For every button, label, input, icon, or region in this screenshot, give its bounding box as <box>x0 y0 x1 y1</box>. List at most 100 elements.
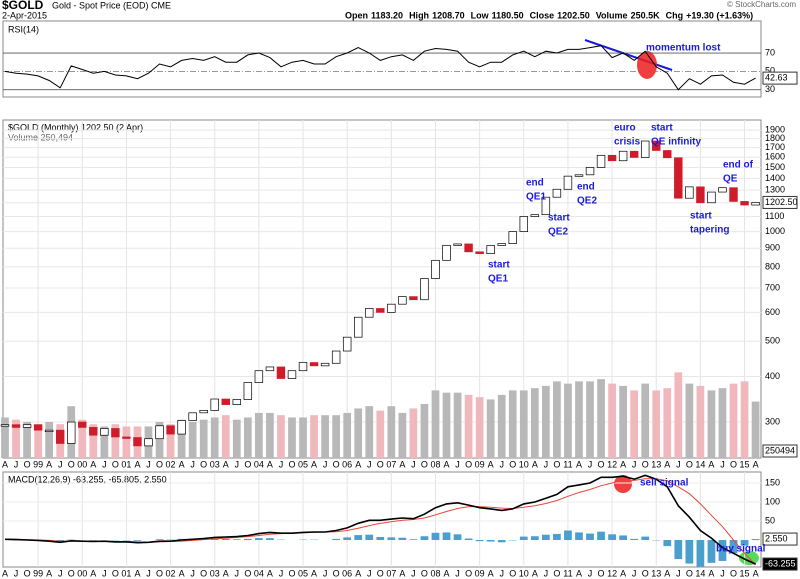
price-bar <box>287 370 297 379</box>
volume-bar <box>255 412 263 458</box>
x-tick-label: O <box>333 459 340 469</box>
y-tick-label: 900 <box>765 243 780 253</box>
histogram-bar <box>365 534 374 541</box>
volume-bar <box>310 415 318 458</box>
x-tick-label: 09 <box>475 459 485 469</box>
x-tick-label: O <box>730 459 737 469</box>
histogram-bar <box>519 536 528 541</box>
price-bar <box>541 196 551 216</box>
quote-value: +19.30 (+1.63%) <box>686 10 753 20</box>
histogram-bar <box>597 531 605 541</box>
price-bar <box>398 296 407 305</box>
volume-bar <box>707 390 716 458</box>
rsi-legend: RSI(14) <box>8 24 39 34</box>
volume-bar <box>586 381 594 458</box>
x-tick-label: 99 <box>33 568 43 578</box>
rsi-panel <box>2 20 762 98</box>
price-bar <box>442 244 451 261</box>
x-tick-label: A <box>46 459 52 469</box>
x-tick-label: J <box>190 568 195 578</box>
macd-legend: MACD(12,26,9) -63.255, -65.805, 2.550 <box>8 474 167 484</box>
x-tick-label: 07 <box>386 568 396 578</box>
date: 2-Apr-2015 <box>2 10 47 20</box>
y-tick-label: 300 <box>765 416 780 426</box>
x-tick-label: A <box>576 459 582 469</box>
annotation: QE2 <box>577 196 597 207</box>
y-tick-label: 1100 <box>765 211 784 221</box>
histogram-bar <box>255 538 263 541</box>
volume-legend: Volume 250,494 <box>8 132 73 142</box>
x-tick-label: J <box>411 568 416 578</box>
price-bar <box>22 424 32 428</box>
x-tick-label: 06 <box>342 459 352 469</box>
x-tick-label: A <box>664 459 670 469</box>
quote-value: 250.5K <box>631 10 661 20</box>
box <box>762 532 798 546</box>
x-tick-label: O <box>377 568 384 578</box>
annotation: QE infinity <box>651 137 701 148</box>
price-bar <box>585 167 595 176</box>
price-bar <box>0 424 10 427</box>
price-bar <box>552 188 562 198</box>
x-tick-label: A <box>46 568 52 578</box>
x-tick-label: O <box>465 459 472 469</box>
x-tick-label: A <box>179 459 185 469</box>
annotation: end <box>526 178 544 189</box>
x-tick-label: 10 <box>519 568 529 578</box>
x-tick-label: A <box>355 459 361 469</box>
x-tick-label: 13 <box>651 568 661 578</box>
volume-bar <box>729 383 738 458</box>
price-bar <box>453 243 462 246</box>
histogram-bar <box>133 540 142 541</box>
x-tick-label: J <box>235 459 240 469</box>
annotation: momentum lost <box>646 43 721 54</box>
volume-bar <box>630 390 639 458</box>
volume-bar <box>376 410 385 458</box>
volume-bar <box>508 390 517 458</box>
x-tick-label: O <box>156 459 163 469</box>
volume-bar <box>232 419 241 458</box>
histogram-bar <box>586 533 594 541</box>
volume-bar <box>431 390 440 458</box>
x-tick-label: O <box>509 459 516 469</box>
x-tick-label: J <box>632 459 637 469</box>
volume-bar <box>166 424 175 458</box>
histogram-bar <box>431 532 440 541</box>
volume-bar <box>89 424 98 458</box>
quote-label: Close <box>530 10 555 20</box>
macd-panel <box>2 471 762 568</box>
x-tick-label: 02 <box>166 568 176 578</box>
price-bar <box>674 157 683 199</box>
y-tick-label: 70 <box>765 47 775 57</box>
volume-bar <box>740 381 749 458</box>
histogram-bar <box>475 540 484 542</box>
price-bar <box>751 202 760 206</box>
price-bar <box>67 421 76 444</box>
x-tick-label: J <box>676 568 681 578</box>
volume-bar <box>751 401 760 458</box>
x-tick-label: O <box>686 459 693 469</box>
x-tick-label: A <box>753 568 759 578</box>
x-tick-label: A <box>620 459 626 469</box>
volume-bar <box>464 394 473 458</box>
highlight <box>637 51 657 79</box>
x-tick-label: O <box>730 568 737 578</box>
volume-bar <box>608 383 616 458</box>
volume-bar <box>221 415 230 458</box>
quote-value: 1180.50 <box>492 10 524 20</box>
x-tick-label: 08 <box>430 568 440 578</box>
x-tick-label: 04 <box>254 568 264 578</box>
x-tick-label: 99 <box>33 459 43 469</box>
last-value: 42.63 <box>765 72 788 82</box>
y-tick-label: 700 <box>765 282 780 292</box>
x-tick-label: 03 <box>210 459 220 469</box>
price-bar <box>530 214 540 217</box>
y-tick-label: 1300 <box>765 184 785 194</box>
price-bar <box>685 186 694 199</box>
histogram-bar <box>497 540 506 543</box>
x-tick-label: 09 <box>475 568 485 578</box>
volume-bar <box>177 419 186 458</box>
x-tick-label: 15 <box>740 568 750 578</box>
x-tick-label: 00 <box>77 459 87 469</box>
volume-bar <box>210 417 219 458</box>
